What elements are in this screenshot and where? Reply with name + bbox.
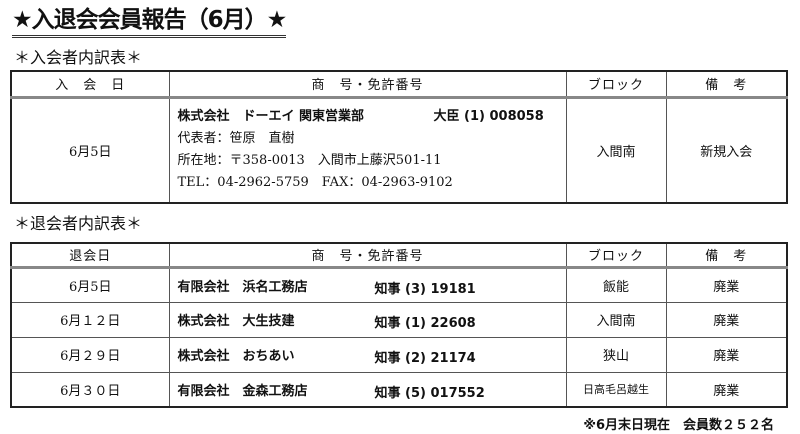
leave-date: 6月１２日	[10, 301, 170, 338]
license-number: 知事 (5) 017552	[374, 385, 485, 401]
block: 狭山	[565, 336, 667, 373]
note: 新規入会	[665, 96, 788, 204]
block: 飯能	[565, 266, 667, 303]
contact: TEL：04-2962-5759 FAX：04-2963-9102	[177, 175, 453, 191]
col-header: 備 考	[665, 70, 788, 99]
member-count-note: ※6月末日現在 会員数２５２名	[583, 418, 774, 433]
leave-table: 退会日 商 号・免許番号 ブロック 備 考 6月5日 有限会社 浜名工務店知事 (…	[10, 242, 788, 408]
table-row: 6月３０日 有限会社 金森工務店 知事 (5) 017552 日高毛呂越生 廃業	[10, 371, 788, 408]
col-header: 商 号・免許番号	[168, 70, 567, 99]
leave-date: 6月３０日	[10, 371, 170, 408]
block: 日高毛呂越生	[565, 371, 667, 408]
leave-date: 6月２９日	[10, 336, 170, 373]
col-header: 退会日	[10, 242, 170, 269]
company-cell: 株式会社 おちあい 知事 (2) 21174	[168, 336, 567, 373]
address: 所在地：〒358-0013 入間市上藤沢501-11	[177, 153, 442, 169]
col-header: 入 会 日	[10, 70, 170, 99]
company-cell: 有限会社 金森工務店 知事 (5) 017552	[168, 371, 567, 408]
leave-section-heading: ＊退会者内訳表＊	[14, 214, 143, 233]
company-name: 株式会社 おちあい	[177, 349, 295, 364]
leave-date: 6月5日	[10, 266, 170, 303]
join-table: 入 会 日 商 号・免許番号 ブロック 備 考 6月5日 株式会社 ドーエイ 関…	[10, 70, 788, 204]
license-number: 知事 (3) 19181	[374, 281, 476, 297]
company-name: 有限会社 金森工務店	[177, 383, 308, 399]
col-header: 商 号・免許番号	[168, 242, 567, 269]
block: 入間南	[565, 301, 667, 338]
note: 廃業	[665, 336, 788, 373]
representative: 代表者：笹原 直樹	[177, 131, 295, 147]
license-number: 知事 (2) 21174	[374, 350, 476, 366]
table-row: 6月２９日 株式会社 おちあい 知事 (2) 21174 狭山 廃業	[10, 336, 788, 373]
block: 入間南	[565, 96, 667, 204]
col-header: ブロック	[565, 242, 667, 269]
license-number: 知事 (1) 22608	[374, 315, 476, 331]
col-header: 備 考	[665, 242, 788, 269]
company-cell: 株式会社 ドーエイ 関東営業部 大臣 (1) 008058 代表者：笹原 直樹 所…	[168, 96, 567, 204]
company-name: 株式会社 ドーエイ 関東営業部	[177, 109, 365, 125]
table-row: 6月5日 有限会社 浜名工務店 知事 (3) 19181 飯能 廃業	[10, 266, 788, 303]
col-header: ブロック	[565, 70, 667, 99]
table-row: 6月5日 株式会社 ドーエイ 関東営業部 大臣 (1) 008058 代表者：笹原…	[10, 96, 788, 204]
company-name: 有限会社 浜名工務店	[177, 279, 308, 295]
join-date: 6月5日	[10, 96, 170, 204]
note: 廃業	[665, 371, 788, 408]
page-title: ★入退会会員報告（6月）★	[12, 6, 287, 38]
join-section-heading: ＊入会者内訳表＊	[14, 48, 143, 67]
company-cell: 株式会社 大生技建 知事 (1) 22608	[168, 301, 567, 338]
note: 廃業	[665, 301, 788, 338]
company-name: 株式会社 大生技建	[177, 314, 295, 329]
table-row: 6月１２日 株式会社 大生技建 知事 (1) 22608 入間南 廃業	[10, 301, 788, 338]
note: 廃業	[665, 266, 788, 303]
license-number: 大臣 (1) 008058	[433, 109, 544, 125]
company-cell: 有限会社 浜名工務店 知事 (3) 19181	[168, 266, 567, 303]
